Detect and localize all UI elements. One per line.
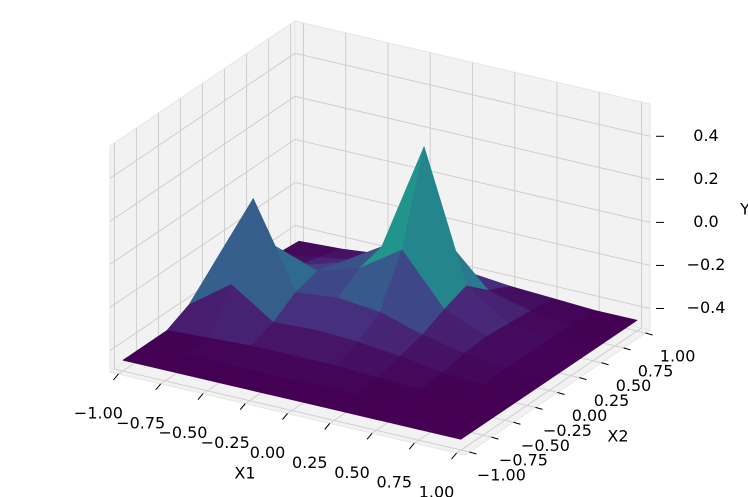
z-tick-label: −0.4	[687, 298, 726, 317]
y-tick	[579, 377, 587, 381]
x-tick-label: 1.00	[419, 483, 455, 497]
x-tick	[451, 452, 457, 460]
x-tick	[408, 442, 415, 450]
y-tick	[491, 436, 499, 440]
x-tick	[366, 432, 373, 440]
y-tick-label: 0.25	[594, 391, 630, 410]
y-tick-label: 0.75	[638, 361, 674, 380]
x-axis-label: X1	[234, 464, 255, 483]
grid-line	[109, 52, 651, 179]
x-tick-label: −0.25	[201, 433, 250, 452]
y-tick-label: −1.00	[477, 466, 526, 485]
grid-line	[109, 181, 651, 308]
x-tick-label: −0.75	[116, 413, 165, 432]
grid-line	[109, 138, 651, 265]
y-tick-label: −0.75	[499, 451, 548, 470]
x-tick	[113, 373, 119, 381]
x-tick-label: 0.50	[334, 463, 370, 482]
surface	[122, 146, 638, 440]
y-tick-label: 0.00	[572, 406, 608, 425]
y-axis-label: X2	[607, 427, 628, 446]
surface-patch	[418, 414, 484, 440]
z-tick-label: 0.0	[693, 212, 718, 231]
x-tick	[324, 423, 331, 430]
x-tick-label: 0.75	[376, 473, 412, 492]
y-tick-label: −0.50	[521, 436, 570, 455]
x-tick-label: −0.50	[158, 423, 207, 442]
y-tick	[513, 421, 521, 425]
y-tick	[601, 362, 609, 366]
grid-line	[109, 95, 651, 222]
x-tick-label: −1.00	[74, 403, 123, 422]
y-tick-label: 0.50	[616, 376, 652, 395]
y-tick	[535, 406, 543, 410]
y-tick	[645, 332, 653, 336]
y-tick-label: −0.25	[543, 421, 592, 440]
grid-line	[109, 224, 651, 351]
z-tick-label: 0.2	[693, 169, 718, 188]
y-tick-label: 1.00	[660, 346, 696, 365]
z-tick-label: 0.4	[693, 126, 718, 145]
x-tick	[239, 403, 246, 410]
x-tick-label: 0.25	[292, 453, 328, 472]
x-tick-label: 0.00	[250, 443, 286, 462]
y-tick	[469, 451, 477, 455]
x-tick	[197, 393, 204, 401]
y-tick	[557, 392, 565, 395]
x-tick	[155, 383, 162, 391]
ticks: −1.00−0.75−0.50−0.250.000.250.500.751.00…	[74, 126, 725, 497]
z-axis-label: Y	[739, 200, 748, 219]
y-tick	[623, 347, 631, 351]
z-tick-label: −0.2	[687, 255, 726, 274]
x-tick	[282, 413, 288, 420]
